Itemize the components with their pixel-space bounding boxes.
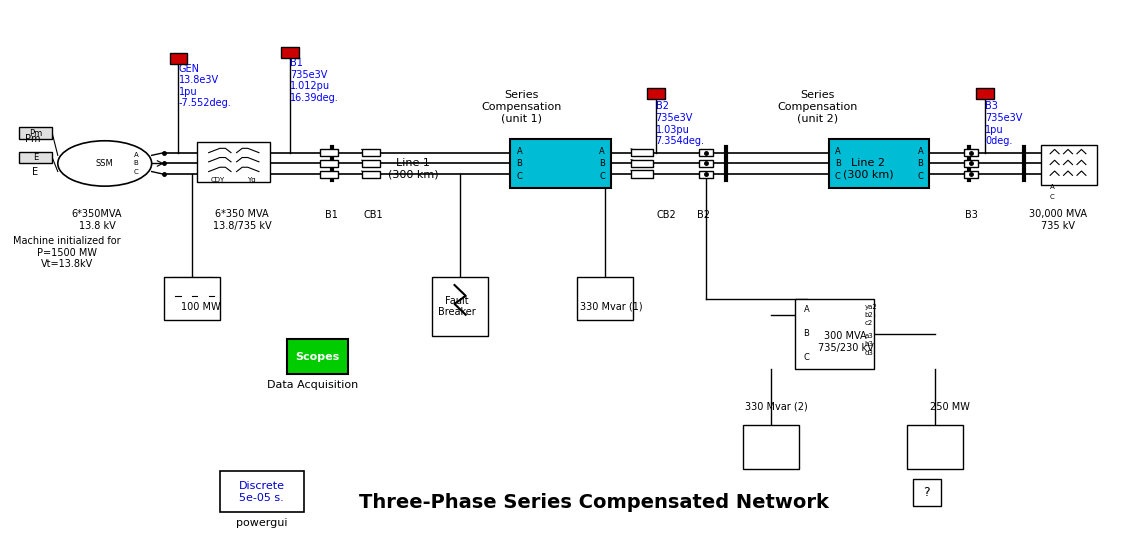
Text: c2: c2 — [865, 320, 873, 326]
Bar — [1041, 144, 1097, 185]
Text: Series
Compensation
(unit 1): Series Compensation (unit 1) — [481, 90, 561, 123]
Bar — [964, 160, 978, 167]
Text: B: B — [516, 159, 522, 168]
Bar — [743, 426, 799, 469]
Text: Discrete: Discrete — [239, 481, 285, 490]
Bar — [286, 339, 349, 374]
Text: B: B — [599, 159, 604, 168]
Text: CB2: CB2 — [657, 210, 677, 220]
Bar — [977, 88, 994, 99]
Text: 300 MVA
735/230 kV: 300 MVA 735/230 kV — [817, 331, 874, 352]
Text: Yg: Yg — [247, 176, 256, 182]
Text: B1: B1 — [325, 210, 338, 220]
Text: A: A — [516, 147, 522, 155]
Text: B: B — [835, 159, 841, 168]
Text: 5e-05 s.: 5e-05 s. — [239, 493, 284, 503]
Bar — [829, 139, 929, 188]
Text: 330 Mvar (2): 330 Mvar (2) — [745, 402, 808, 412]
Text: B3
735e3V
1pu
0deg.: B3 735e3V 1pu 0deg. — [985, 102, 1022, 146]
Text: CB1: CB1 — [363, 210, 383, 220]
Text: 30,000 MVA
735 kV: 30,000 MVA 735 kV — [1029, 210, 1087, 231]
Text: A: A — [599, 147, 604, 155]
Text: 6*350 MVA
13.8/735 kV: 6*350 MVA 13.8/735 kV — [213, 210, 272, 231]
Bar — [170, 53, 188, 64]
Text: C: C — [599, 173, 604, 181]
Bar — [964, 149, 978, 156]
Text: B2
735e3V
1.03pu
7.354deg.: B2 735e3V 1.03pu 7.354deg. — [655, 102, 704, 146]
Text: E: E — [33, 167, 38, 176]
Bar — [907, 426, 963, 469]
Text: A: A — [134, 153, 138, 159]
Bar — [19, 127, 52, 139]
Text: B3: B3 — [966, 210, 978, 220]
Bar — [19, 151, 52, 163]
Text: C: C — [134, 168, 138, 174]
Text: Machine initialized for
P=1500 MW
Vt=13.8kV: Machine initialized for P=1500 MW Vt=13.… — [12, 236, 120, 269]
Text: Pm: Pm — [28, 129, 42, 138]
Bar — [197, 142, 271, 182]
Text: B1
735e3V
1.012pu
16.39deg.: B1 735e3V 1.012pu 16.39deg. — [290, 58, 338, 103]
Bar — [796, 299, 874, 369]
Bar — [320, 171, 338, 178]
Bar — [362, 160, 379, 167]
Text: C: C — [516, 173, 522, 181]
Text: ya2: ya2 — [865, 304, 877, 310]
Bar — [432, 277, 488, 336]
Text: b3: b3 — [865, 342, 874, 348]
Bar — [912, 479, 941, 507]
Text: B: B — [918, 159, 924, 168]
Text: Line 1
(300 km): Line 1 (300 km) — [388, 158, 438, 180]
Text: Fault
Breaker: Fault Breaker — [438, 296, 475, 318]
Text: Data Acquisition: Data Acquisition — [267, 380, 358, 390]
Text: Pm: Pm — [25, 134, 41, 144]
Bar — [362, 149, 379, 156]
Bar — [700, 149, 713, 156]
Bar — [700, 171, 713, 178]
Text: C: C — [1050, 194, 1055, 200]
Text: 6*350MVA
13.8 kV: 6*350MVA 13.8 kV — [71, 210, 122, 231]
Bar — [646, 88, 664, 99]
Text: B2: B2 — [697, 210, 710, 220]
Text: A: A — [835, 147, 841, 155]
Bar — [362, 171, 379, 178]
Text: A: A — [1050, 184, 1055, 190]
Text: b2: b2 — [865, 312, 874, 318]
Bar — [700, 160, 713, 167]
Text: 330 Mvar (1): 330 Mvar (1) — [580, 301, 642, 312]
Bar — [220, 471, 303, 512]
Text: B: B — [134, 160, 138, 167]
Text: Line 2
(300 km): Line 2 (300 km) — [842, 158, 893, 180]
Bar — [631, 149, 653, 156]
Text: 250 MW: 250 MW — [929, 402, 969, 412]
Text: a3: a3 — [865, 333, 874, 339]
Text: C: C — [918, 173, 924, 181]
Bar — [631, 171, 653, 178]
Text: A: A — [918, 147, 924, 155]
Text: ?: ? — [924, 487, 931, 500]
Text: 100 MW: 100 MW — [181, 301, 221, 312]
Bar — [631, 160, 653, 167]
Bar — [320, 160, 338, 167]
Text: Series
Compensation
(unit 2): Series Compensation (unit 2) — [778, 90, 858, 123]
Bar — [964, 171, 978, 178]
Text: Three-Phase Series Compensated Network: Three-Phase Series Compensated Network — [359, 493, 829, 512]
Text: B: B — [804, 329, 809, 338]
Text: A: A — [804, 305, 809, 314]
Bar — [164, 277, 220, 320]
Bar — [511, 139, 611, 188]
Text: GEN
13.8e3V
1pu
-7.552deg.: GEN 13.8e3V 1pu -7.552deg. — [179, 64, 231, 108]
Bar — [577, 277, 633, 320]
Text: E: E — [33, 153, 38, 162]
Bar — [281, 47, 299, 58]
Text: powergui: powergui — [235, 517, 288, 528]
Bar — [320, 149, 338, 156]
Text: C: C — [804, 353, 809, 362]
Text: d3: d3 — [865, 350, 874, 356]
Text: Scopes: Scopes — [295, 351, 340, 362]
Text: C: C — [835, 173, 841, 181]
Text: SSM: SSM — [96, 159, 113, 168]
Text: CDΥ: CDΥ — [211, 176, 225, 182]
